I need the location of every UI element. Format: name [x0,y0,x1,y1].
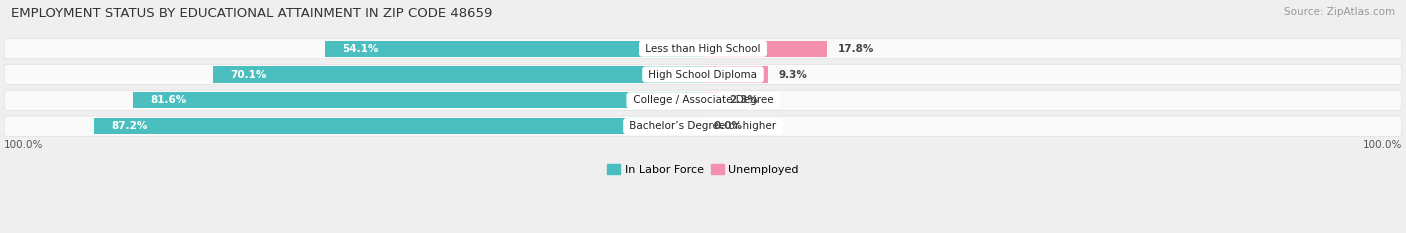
Bar [94,118,703,134]
Bar [703,66,768,82]
Text: High School Diploma: High School Diploma [645,69,761,79]
Text: Source: ZipAtlas.com: Source: ZipAtlas.com [1284,7,1395,17]
Text: EMPLOYMENT STATUS BY EDUCATIONAL ATTAINMENT IN ZIP CODE 48659: EMPLOYMENT STATUS BY EDUCATIONAL ATTAINM… [11,7,492,20]
Text: 70.1%: 70.1% [231,69,267,79]
Bar [703,41,827,57]
Text: 100.0%: 100.0% [1362,140,1402,150]
FancyBboxPatch shape [4,90,1402,110]
FancyBboxPatch shape [4,116,1402,136]
FancyBboxPatch shape [4,65,1402,85]
Text: College / Associate Degree: College / Associate Degree [630,95,776,105]
Bar [214,66,703,82]
Bar [132,92,703,108]
Text: 100.0%: 100.0% [4,140,44,150]
Text: 2.3%: 2.3% [730,95,759,105]
Legend: In Labor Force, Unemployed: In Labor Force, Unemployed [603,160,803,179]
Text: 0.0%: 0.0% [713,121,742,131]
Bar [703,92,718,108]
Text: 81.6%: 81.6% [150,95,187,105]
Text: 54.1%: 54.1% [343,44,378,54]
FancyBboxPatch shape [4,39,1402,59]
Text: 87.2%: 87.2% [111,121,148,131]
Text: 17.8%: 17.8% [838,44,875,54]
Text: Less than High School: Less than High School [643,44,763,54]
Text: 9.3%: 9.3% [779,69,807,79]
Text: Bachelor’s Degree or higher: Bachelor’s Degree or higher [626,121,780,131]
Bar [325,41,703,57]
